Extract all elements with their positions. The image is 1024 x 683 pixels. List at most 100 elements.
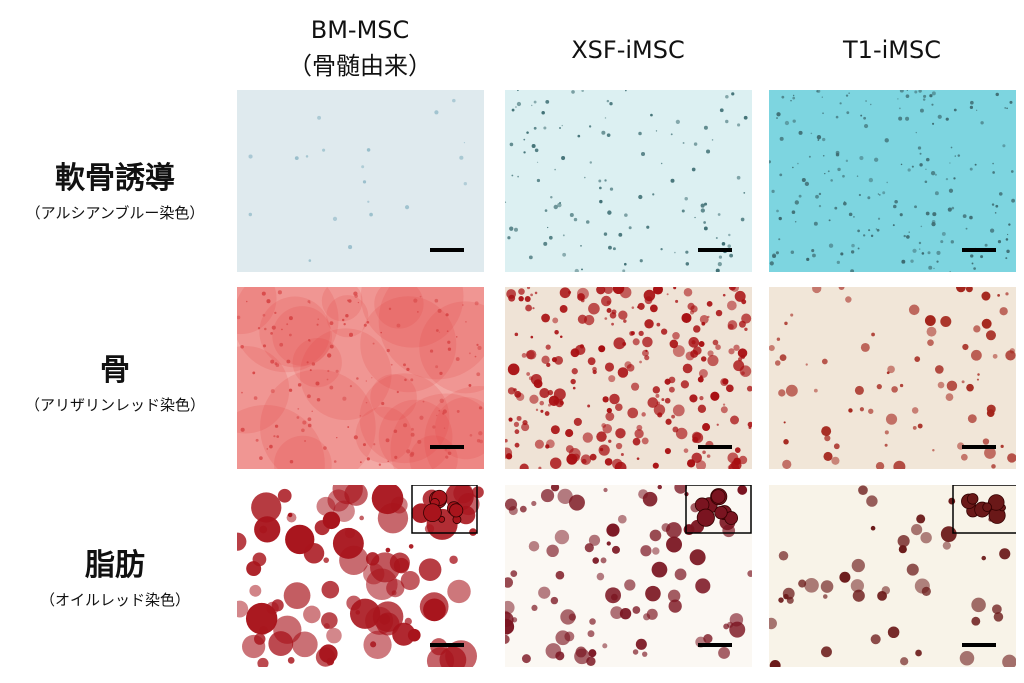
stain-spot	[848, 408, 853, 413]
stain-spot	[617, 367, 629, 378]
stain-spot	[843, 201, 847, 206]
stain-spot	[257, 327, 261, 330]
stain-spot	[605, 412, 615, 421]
stain-spot	[581, 268, 583, 271]
stain-spot	[856, 175, 859, 177]
stain-spot	[810, 132, 813, 135]
stain-spot	[876, 228, 880, 232]
stain-spot	[438, 331, 441, 333]
stain-spot	[925, 168, 927, 171]
stain-spot	[821, 646, 832, 658]
stain-spot	[1005, 292, 1009, 296]
stain-spot	[615, 403, 623, 412]
stain-spot	[409, 452, 414, 458]
stain-spot	[516, 101, 522, 107]
stain-spot	[528, 540, 540, 552]
stain-spot	[613, 337, 626, 350]
stain-spot	[603, 287, 613, 295]
stain-spot	[270, 332, 273, 335]
stain-spot	[410, 378, 414, 382]
stain-spot	[332, 527, 364, 559]
stain-spot	[863, 234, 866, 237]
stain-spot	[728, 348, 735, 355]
stain-spot	[362, 180, 367, 184]
stain-spot	[1011, 198, 1015, 203]
stain-spot	[476, 372, 481, 377]
stain-spot	[858, 485, 868, 496]
panel-background	[769, 90, 1016, 272]
stain-spot	[581, 458, 587, 464]
stain-spot	[588, 125, 592, 128]
stain-spot	[554, 329, 559, 335]
stain-haze	[355, 406, 412, 463]
stain-spot	[784, 120, 790, 126]
stain-spot	[695, 460, 707, 469]
stain-spot	[665, 418, 672, 425]
stain-spot	[778, 550, 789, 561]
stain-spot	[521, 423, 530, 432]
stain-spot	[348, 245, 353, 250]
stain-spot	[981, 291, 991, 301]
stain-spot	[898, 545, 907, 554]
stain-spot	[835, 115, 839, 119]
stain-spot	[877, 193, 880, 195]
stain-spot	[370, 641, 377, 648]
stain-spot	[1004, 106, 1007, 109]
stain-spot	[581, 90, 584, 93]
stain-spot	[719, 108, 724, 113]
stain-spot	[418, 558, 442, 581]
stain-spot	[531, 604, 538, 611]
stain-spot	[822, 137, 826, 142]
panel-background	[769, 287, 1016, 469]
stain-spot	[253, 633, 266, 645]
stain-spot	[523, 138, 526, 141]
stain-spot	[287, 656, 295, 664]
stain-spot	[738, 455, 748, 465]
stain-spot	[776, 209, 779, 213]
stain-spot	[297, 383, 302, 387]
stain-haze	[370, 374, 417, 421]
inset-cell	[711, 489, 726, 504]
stain-spot	[598, 345, 606, 353]
stain-spot	[644, 319, 654, 329]
stain-spot	[974, 163, 977, 166]
stain-spot	[390, 363, 393, 366]
stain-spot	[609, 393, 620, 405]
stain-spot	[540, 409, 544, 413]
stain-spot	[580, 245, 582, 247]
stain-spot	[596, 287, 606, 295]
inset-cell	[987, 494, 1005, 511]
stain-spot	[550, 195, 553, 199]
stain-spot	[569, 212, 574, 217]
stain-spot	[949, 271, 951, 272]
stain-spot	[587, 404, 591, 408]
stain-spot	[465, 321, 467, 323]
stain-spot	[523, 151, 526, 154]
stain-spot	[851, 243, 855, 248]
stain-spot	[248, 212, 253, 217]
stain-spot	[790, 99, 792, 102]
micrograph	[505, 90, 752, 272]
stain-spot	[898, 107, 901, 110]
stain-spot	[377, 503, 409, 534]
stain-spot	[908, 231, 910, 233]
stain-spot	[747, 570, 752, 577]
stain-spot	[288, 388, 293, 392]
stain-spot	[893, 204, 897, 209]
stain-haze	[409, 435, 458, 469]
stain-spot	[652, 386, 660, 394]
stain-spot	[884, 138, 889, 143]
stain-spot	[439, 371, 443, 376]
stain-spot	[997, 240, 1002, 244]
stain-spot	[403, 423, 408, 428]
stain-spot	[522, 420, 528, 426]
stain-spot	[373, 443, 376, 446]
stain-spot	[534, 439, 544, 449]
stain-spot	[347, 426, 350, 428]
stain-spot	[685, 351, 695, 361]
stain-haze	[390, 393, 484, 469]
stain-spot	[980, 121, 984, 125]
stain-spot	[737, 348, 748, 358]
stain-spot	[686, 459, 696, 468]
stain-spot	[727, 621, 734, 628]
